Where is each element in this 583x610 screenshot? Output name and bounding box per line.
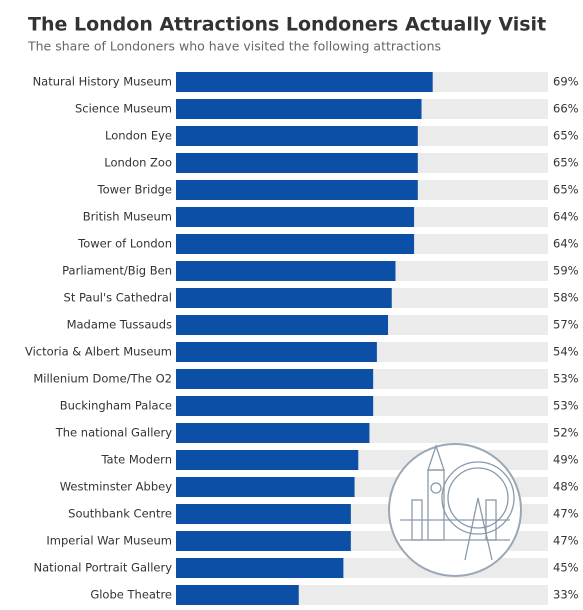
bar — [176, 369, 374, 389]
category-label: Southbank Centre — [68, 507, 172, 521]
bar — [176, 234, 415, 254]
bar — [176, 288, 392, 308]
category-label: Tower of London — [77, 237, 172, 251]
category-label: Natural History Museum — [33, 75, 172, 89]
bar — [176, 126, 418, 146]
category-label: Imperial War Museum — [46, 534, 172, 548]
value-label: 47% — [553, 507, 579, 521]
bar — [176, 153, 418, 173]
value-label: 57% — [553, 318, 579, 332]
category-label: St Paul's Cathedral — [64, 291, 172, 305]
value-label: 48% — [553, 480, 579, 494]
category-label: Westminster Abbey — [60, 480, 172, 494]
category-label: Science Museum — [75, 102, 172, 116]
value-label: 53% — [553, 372, 579, 386]
value-label: 53% — [553, 399, 579, 413]
category-label: National Portrait Gallery — [34, 561, 173, 575]
category-label: Parliament/Big Ben — [62, 264, 172, 278]
value-label: 65% — [553, 183, 579, 197]
category-label: Millenium Dome/The O2 — [33, 372, 172, 386]
value-label: 49% — [553, 453, 579, 467]
bar — [176, 315, 389, 335]
value-label: 69% — [553, 75, 579, 89]
bar — [176, 396, 374, 416]
chart-title: The London Attractions Londoners Actuall… — [28, 14, 546, 36]
value-label: 65% — [553, 156, 579, 170]
bar — [176, 531, 351, 551]
value-label: 47% — [553, 534, 579, 548]
bar — [176, 477, 355, 497]
bar — [176, 423, 370, 443]
bar — [176, 261, 396, 281]
value-label: 54% — [553, 345, 579, 359]
value-label: 64% — [553, 237, 579, 251]
value-label: 58% — [553, 291, 579, 305]
category-label: Tate Modern — [100, 453, 172, 467]
category-label: Madame Tussauds — [67, 318, 172, 332]
value-label: 59% — [553, 264, 579, 278]
category-label: British Museum — [83, 210, 172, 224]
value-label: 66% — [553, 102, 579, 116]
bar — [176, 450, 359, 470]
bar — [176, 99, 422, 119]
bar — [176, 207, 415, 227]
value-label: 45% — [553, 561, 579, 575]
bar — [176, 342, 377, 362]
bar — [176, 504, 351, 524]
chart-subtitle: The share of Londoners who have visited … — [27, 39, 441, 54]
value-label: 52% — [553, 426, 579, 440]
bar — [176, 585, 299, 605]
category-label: Globe Theatre — [90, 588, 172, 602]
bar — [176, 558, 344, 578]
value-label: 33% — [553, 588, 579, 602]
category-label: Victoria & Albert Museum — [25, 345, 172, 359]
value-label: 65% — [553, 129, 579, 143]
london-illustration — [388, 443, 522, 577]
bar — [176, 72, 433, 92]
category-label: Buckingham Palace — [60, 399, 172, 413]
bar — [176, 180, 418, 200]
category-label: London Zoo — [104, 156, 172, 170]
category-label: The national Gallery — [55, 426, 172, 440]
category-label: Tower Bridge — [97, 183, 172, 197]
category-label: London Eye — [105, 129, 172, 143]
value-label: 64% — [553, 210, 579, 224]
